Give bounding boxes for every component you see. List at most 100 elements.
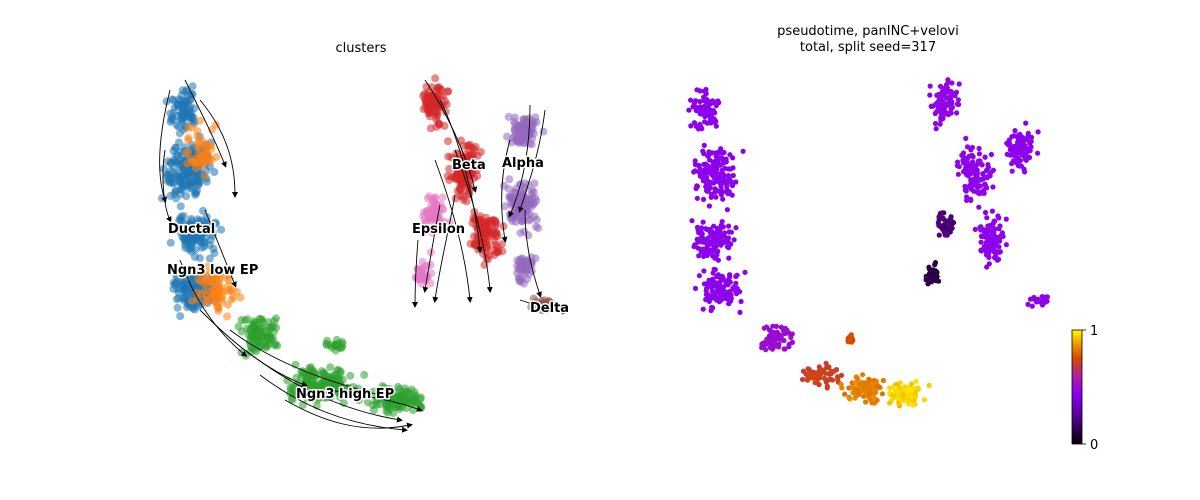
cell-point	[733, 225, 739, 231]
cell-point	[315, 389, 324, 397]
cell-point	[704, 246, 711, 252]
cell-point	[698, 246, 705, 252]
cell-point	[700, 178, 706, 184]
cell-point	[708, 164, 714, 170]
cell-point	[1037, 299, 1043, 305]
velocity-streamline	[434, 159, 473, 303]
cell-point	[532, 215, 541, 224]
cell-point	[529, 199, 537, 208]
cell-point	[879, 391, 886, 397]
cell-point	[701, 281, 708, 287]
cell-point	[527, 189, 536, 198]
cell-point	[692, 158, 698, 164]
cell-point	[189, 158, 198, 167]
cluster-label-alpha: Alpha	[502, 156, 544, 171]
cell-point	[932, 110, 938, 117]
cell-point	[939, 88, 946, 94]
cell-point	[829, 377, 836, 383]
cell-point	[996, 226, 1002, 232]
cell-point	[984, 264, 990, 270]
cell-point	[509, 117, 518, 126]
cell-point	[860, 372, 866, 378]
cell-point	[519, 186, 528, 194]
cell-point	[976, 204, 982, 210]
cell-point	[516, 262, 525, 271]
cell-point	[992, 226, 998, 232]
cell-point	[866, 376, 872, 382]
cell-point	[438, 193, 447, 202]
cell-point	[964, 144, 971, 150]
colorbar-label-min: 0	[1090, 438, 1098, 453]
cell-point	[933, 126, 939, 132]
cell-point	[200, 279, 209, 288]
cell-point	[1016, 132, 1022, 138]
cell-point	[515, 256, 524, 264]
cell-point	[1010, 146, 1016, 152]
cell-point	[191, 245, 200, 254]
cell-point	[714, 233, 720, 239]
cell-point	[193, 143, 202, 152]
cell-point	[384, 386, 393, 395]
cell-point	[714, 252, 720, 258]
cell-point	[726, 223, 732, 229]
cell-point	[706, 203, 713, 209]
cell-point	[548, 300, 556, 309]
cell-point	[176, 202, 185, 211]
cell-point	[982, 209, 989, 216]
cell-point	[182, 192, 191, 201]
cell-point	[500, 202, 509, 211]
cell-point	[431, 108, 440, 117]
cell-point	[482, 248, 491, 257]
cell-point	[506, 193, 515, 202]
cell-point	[733, 179, 739, 185]
cell-point	[711, 167, 718, 173]
cell-point	[706, 185, 712, 191]
cell-point	[697, 121, 703, 127]
cell-point	[936, 278, 942, 284]
cluster-label-ngn3-high-ep: Ngn3 high EP	[296, 387, 394, 402]
cell-point	[982, 154, 988, 160]
cell-point	[980, 176, 987, 182]
cell-point	[727, 152, 733, 158]
pseudotime-title: pseudotime, panINC+velovi	[777, 24, 959, 39]
cell-point	[378, 382, 387, 391]
cell-point	[806, 366, 812, 372]
cell-point	[964, 169, 970, 176]
cell-point	[209, 244, 218, 253]
cell-point	[297, 367, 306, 376]
cell-point	[905, 401, 912, 407]
cell-point	[818, 368, 824, 374]
cell-point	[915, 386, 922, 392]
cell-point	[704, 252, 710, 258]
cell-point	[273, 341, 282, 350]
cell-point	[702, 119, 708, 125]
cell-point	[436, 200, 445, 209]
cell-point	[688, 123, 694, 129]
cell-point	[993, 253, 999, 260]
cell-point	[937, 121, 943, 127]
cell-point	[444, 137, 452, 146]
cell-point	[243, 315, 252, 324]
velocity-streamline	[199, 99, 238, 198]
cell-point	[728, 229, 735, 235]
cell-point	[418, 258, 427, 266]
cell-point	[861, 393, 867, 399]
cell-point	[538, 306, 546, 315]
cell-point	[488, 216, 497, 225]
pseudotime-subtitle: total, split seed=317	[800, 40, 936, 55]
cell-point	[977, 183, 983, 189]
cell-point	[713, 248, 719, 254]
cell-point	[181, 234, 190, 243]
cluster-label-ductal: Ductal	[168, 222, 215, 237]
cell-point	[775, 330, 781, 336]
cell-point	[177, 91, 186, 100]
cell-point	[423, 105, 432, 114]
cell-point	[834, 374, 841, 380]
cell-point	[694, 87, 700, 93]
cell-point	[869, 400, 875, 406]
cell-point	[173, 303, 182, 312]
cell-point	[925, 281, 931, 287]
cell-point	[720, 196, 726, 202]
cell-point	[363, 398, 372, 407]
